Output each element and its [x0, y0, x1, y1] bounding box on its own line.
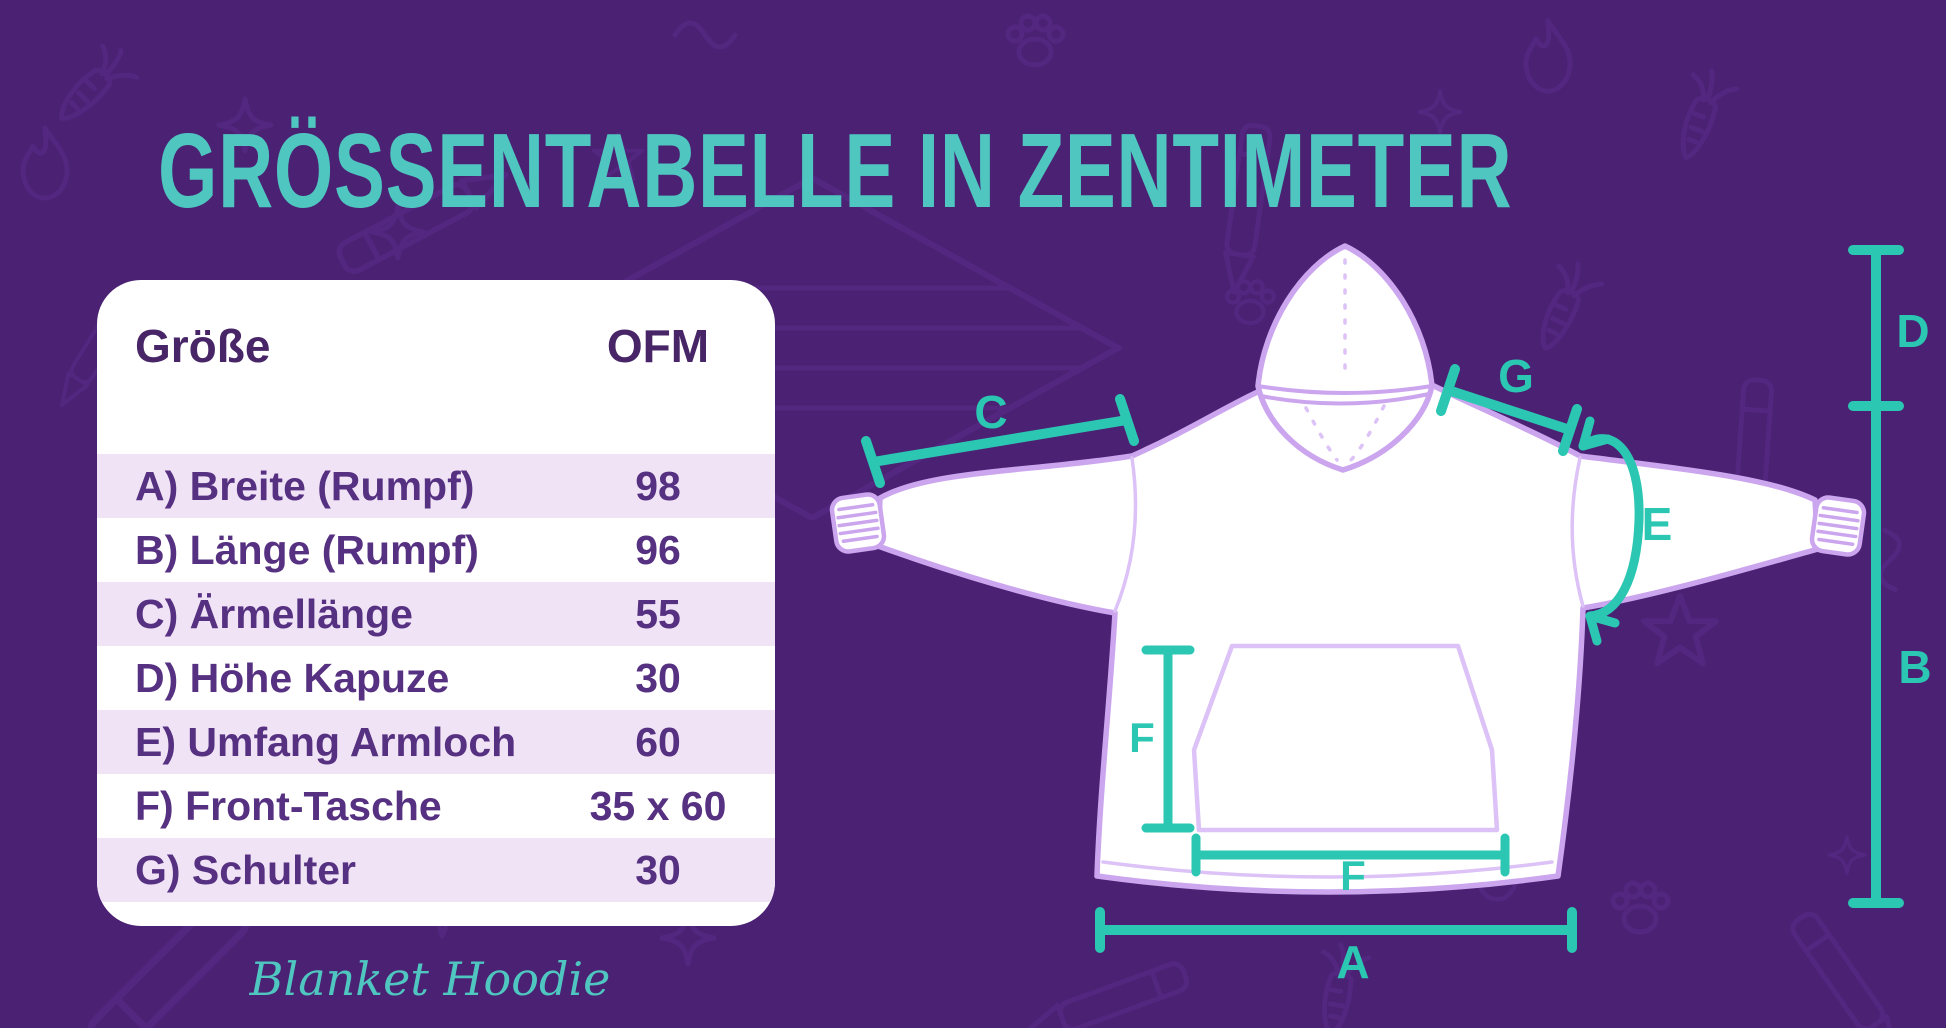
- table-row-f: F) Front-Tasche 35 x 60: [97, 774, 775, 838]
- measure-label-b: B: [1898, 641, 1931, 693]
- measure-label-c: C: [974, 386, 1007, 438]
- measure-label-g: G: [1498, 350, 1534, 402]
- measure-label-e: E: [1642, 498, 1673, 550]
- row-value: 35 x 60: [589, 783, 727, 829]
- column-header-size: Größe: [135, 320, 271, 372]
- row-value: 55: [635, 591, 681, 637]
- measure-f-pocket-width: F: [1191, 833, 1510, 899]
- row-value: 30: [635, 847, 681, 893]
- measure-c-sleeve-length: C: [861, 386, 1139, 488]
- row-value: 98: [635, 463, 681, 509]
- table-row-a: A) Breite (Rumpf) 98: [97, 454, 775, 518]
- row-label: E) Umfang Armloch: [135, 719, 517, 765]
- column-header-ofm: OFM: [606, 320, 710, 372]
- row-label: G) Schulter: [135, 847, 356, 893]
- raglan-seam-left: [1113, 456, 1138, 613]
- measure-e-armhole: E: [1578, 416, 1673, 646]
- row-value: 60: [635, 719, 681, 765]
- row-value: 96: [635, 527, 681, 573]
- size-table-card: Größe OFM A) Breite (Rumpf) 98 B) Länge …: [97, 280, 775, 926]
- hood: [1255, 243, 1435, 473]
- table-header: Größe OFM: [97, 316, 775, 376]
- measure-label-d: D: [1896, 305, 1929, 357]
- measure-label-f-vertical: F: [1129, 714, 1155, 761]
- measure-a-body-width: A: [1095, 907, 1577, 988]
- hem-seam: [1101, 860, 1554, 879]
- row-label: B) Länge (Rumpf): [135, 527, 479, 573]
- table-row-b: B) Länge (Rumpf) 96: [97, 518, 775, 582]
- row-value: 30: [635, 655, 681, 701]
- left-cuff: [829, 492, 887, 554]
- measure-label-f-horizontal: F: [1340, 852, 1366, 899]
- table-row-c: C) Ärmellänge 55: [97, 582, 775, 646]
- table-row-g: G) Schulter 30: [97, 838, 775, 902]
- measure-label-a: A: [1336, 936, 1369, 988]
- page-title: GRÖSSENTABELLE IN ZENTIMETER: [158, 112, 1513, 230]
- measure-f-pocket-height: F: [1129, 645, 1195, 833]
- row-label: C) Ärmellänge: [135, 591, 413, 637]
- row-label: F) Front-Tasche: [135, 783, 442, 829]
- hood-opening-band: [1256, 384, 1434, 406]
- table-row-e: E) Umfang Armloch 60: [97, 710, 775, 774]
- front-pocket: [1191, 643, 1500, 833]
- right-cuff: [1809, 495, 1867, 557]
- row-label: D) Höhe Kapuze: [135, 655, 450, 701]
- measure-g-shoulder: G: [1436, 350, 1582, 456]
- hood-lower-dashed-seams: [1304, 404, 1386, 462]
- row-label: A) Breite (Rumpf): [135, 463, 475, 509]
- product-caption: Blanket Hoodie: [249, 952, 611, 1006]
- raglan-seam-right: [1570, 456, 1585, 608]
- table-row-d: D) Höhe Kapuze 30: [97, 646, 775, 710]
- measure-d-hood-height-and-b-body-length: D B: [1848, 245, 1932, 908]
